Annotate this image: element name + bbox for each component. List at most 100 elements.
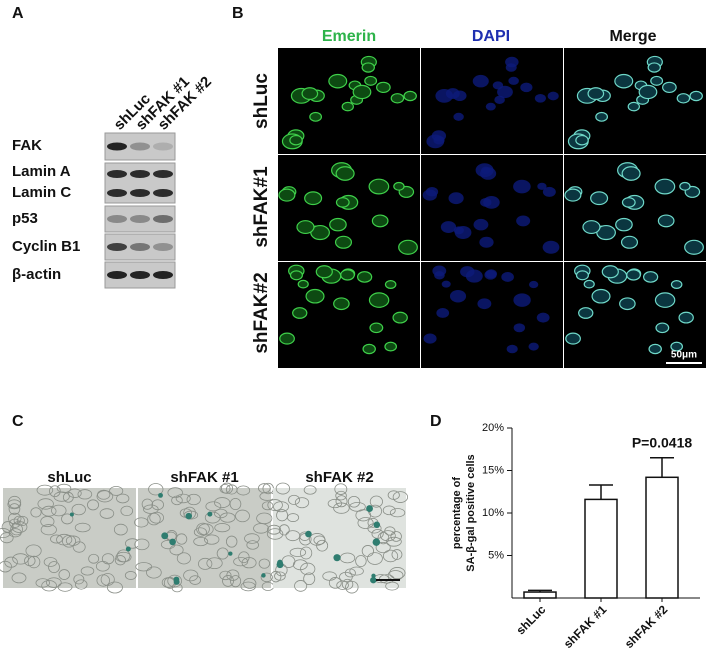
cell: [300, 562, 316, 576]
nucleus: [583, 279, 595, 289]
nucleus: [565, 332, 581, 345]
cell: [303, 572, 316, 586]
band: [153, 243, 173, 251]
band: [130, 243, 150, 251]
cell: [46, 577, 62, 588]
cell: [71, 503, 86, 516]
micrograph: [3, 488, 136, 588]
nucleus: [398, 239, 418, 255]
cell: [134, 517, 149, 528]
nucleus: [440, 221, 457, 233]
nucleus: [362, 343, 376, 355]
nucleus: [422, 189, 438, 201]
cell: [124, 571, 137, 580]
nucleus: [296, 220, 315, 235]
cell: [62, 491, 74, 503]
nucleus: [678, 311, 694, 324]
cell: [8, 503, 21, 515]
y-tick-label: 5%: [488, 549, 504, 561]
nucleus: [654, 292, 676, 308]
stain: [69, 512, 74, 517]
band: [153, 271, 173, 279]
nucleus: [304, 191, 323, 206]
cell: [0, 532, 14, 544]
nucleus: [376, 81, 391, 94]
cell: [225, 535, 238, 548]
nucleus: [501, 272, 514, 282]
cell: [316, 539, 329, 552]
nucleus: [357, 271, 373, 283]
cell: [183, 510, 199, 520]
nucleus: [513, 293, 531, 307]
cell: [113, 523, 128, 536]
cell: [175, 533, 188, 545]
cell: [294, 580, 308, 592]
cell: [106, 581, 123, 594]
cell: [391, 549, 403, 560]
cell: [40, 524, 57, 536]
cell: [16, 515, 29, 526]
stain: [173, 579, 180, 585]
cell: [25, 544, 42, 558]
nucleus: [334, 235, 353, 249]
cell: [392, 491, 408, 503]
row-label: Lamin C: [12, 184, 71, 201]
nucleus: [513, 179, 531, 194]
nucleus: [534, 93, 546, 103]
nucleus: [595, 111, 609, 122]
bar: [523, 591, 557, 599]
cell: [147, 512, 161, 526]
nucleus: [647, 62, 661, 73]
cell: [11, 572, 27, 584]
nucleus: [679, 181, 691, 191]
cell: [261, 501, 274, 511]
cell: [8, 528, 22, 538]
cell: [333, 502, 350, 514]
nucleus: [305, 288, 325, 304]
nucleus: [472, 74, 489, 88]
cell: [258, 558, 271, 569]
cell: [278, 524, 290, 536]
cell: [141, 498, 154, 510]
nucleus: [453, 112, 464, 121]
cell: [143, 504, 159, 514]
cell: [134, 538, 150, 551]
nucleus: [335, 166, 355, 181]
cell: [377, 531, 390, 545]
cell: [7, 499, 22, 510]
nucleus: [335, 197, 350, 208]
stain: [228, 551, 233, 556]
nucleus: [392, 311, 408, 324]
column-label: Emerin: [322, 28, 376, 45]
nucleus: [601, 265, 619, 279]
stain: [169, 538, 176, 546]
stain: [333, 554, 341, 562]
cell: [267, 524, 282, 535]
cell: [233, 556, 249, 567]
cell: [328, 577, 342, 589]
stain: [370, 576, 377, 584]
cell: [235, 509, 250, 523]
cell: [196, 522, 210, 536]
nucleus: [328, 73, 348, 89]
cell: [77, 489, 93, 500]
cell: [206, 557, 223, 570]
cell: [390, 531, 402, 542]
cell: [349, 566, 364, 576]
cell: [27, 555, 41, 569]
nucleus: [643, 271, 659, 283]
column-label: Merge: [609, 28, 656, 45]
nucleus: [587, 87, 605, 100]
cell: [30, 507, 42, 518]
cell: [99, 508, 115, 519]
nucleus: [662, 81, 677, 94]
cell: [35, 578, 50, 588]
nucleus: [384, 280, 397, 290]
cell: [56, 533, 73, 546]
nucleus: [516, 215, 531, 227]
cell: [75, 579, 88, 590]
y-tick-label: 10%: [482, 507, 504, 519]
cell: [204, 534, 220, 545]
nucleus: [441, 280, 451, 288]
nucleus: [578, 307, 594, 319]
